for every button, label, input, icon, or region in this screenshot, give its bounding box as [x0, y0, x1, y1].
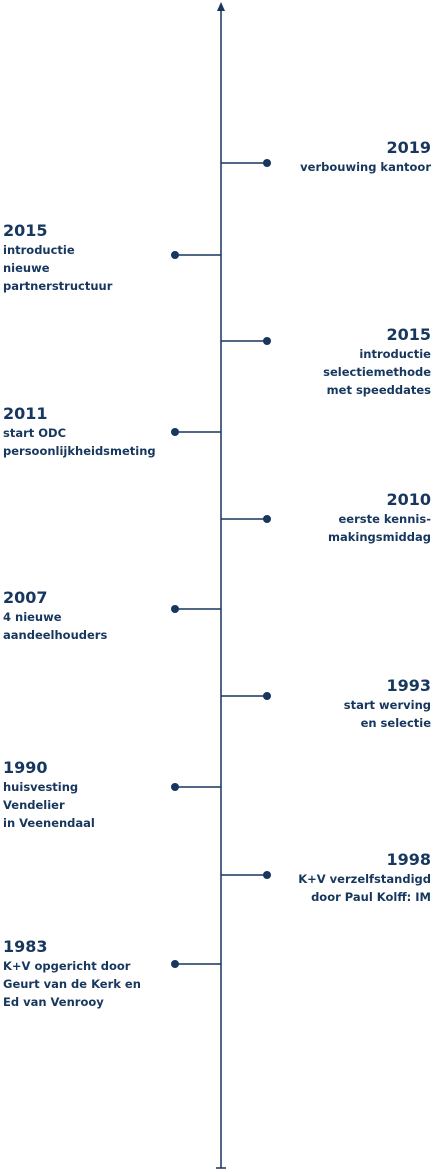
event-description: start ODC [3, 426, 66, 440]
event-description: start werving [344, 698, 431, 712]
event-dot [263, 159, 271, 167]
event-dot [263, 337, 271, 345]
event-description: Ed van Venrooy [3, 995, 104, 1009]
event-description: selectiemethode [323, 365, 431, 379]
event-year: 2007 [3, 588, 48, 607]
event-description: K+V opgericht door [3, 959, 131, 973]
event-description: makingsmiddag [328, 530, 431, 544]
event-description: verbouwing kantoor [300, 160, 431, 174]
event-description: 4 nieuwe [3, 610, 62, 624]
event-dot [171, 251, 179, 259]
event-description: partnerstructuur [3, 279, 113, 293]
event-year: 2015 [3, 221, 48, 240]
axis-arrow [217, 2, 225, 11]
event-description: met speeddates [327, 383, 431, 397]
event-dot [171, 428, 179, 436]
event-description: Geurt van de Kerk en [3, 977, 141, 991]
event-description: eerste kennis- [339, 512, 432, 526]
event-description: door Paul Kolff: IM [311, 890, 431, 904]
event-year: 1998 [386, 850, 431, 869]
event-description: introductie [359, 347, 431, 361]
event-description: introductie [3, 243, 75, 257]
event-year: 1990 [3, 758, 48, 777]
event-description: persoonlijkheidsmeting [3, 444, 156, 458]
event-dot [171, 960, 179, 968]
event-dot [263, 692, 271, 700]
event-year: 2019 [386, 138, 431, 157]
event-description: K+V verzelfstandigd [298, 872, 431, 886]
event-year: 2010 [386, 490, 431, 509]
event-dot [171, 783, 179, 791]
event-description: aandeelhouders [3, 628, 107, 642]
event-year: 1993 [386, 676, 431, 695]
event-description: en selectie [361, 716, 432, 730]
event-dot [263, 871, 271, 879]
event-description: nieuwe [3, 261, 50, 275]
event-description: Vendelier [3, 798, 65, 812]
event-description: in Veenendaal [3, 816, 95, 830]
event-year: 1983 [3, 937, 48, 956]
event-dot [263, 515, 271, 523]
event-description: huisvesting [3, 780, 78, 794]
event-dot [171, 605, 179, 613]
event-year: 2011 [3, 404, 48, 423]
event-year: 2015 [386, 325, 431, 344]
